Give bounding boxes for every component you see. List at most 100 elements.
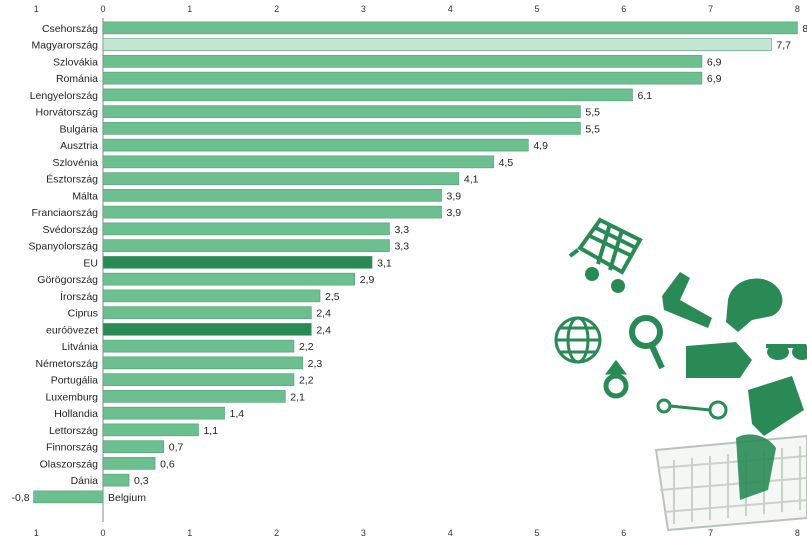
value-label: 3,1 — [377, 257, 392, 269]
value-label: 6,1 — [637, 90, 652, 102]
category-label: Málta — [72, 190, 98, 202]
bar — [102, 473, 130, 487]
globe-icon — [554, 316, 602, 364]
category-label: Szlovákia — [53, 56, 98, 68]
value-label: 8,0 — [802, 23, 807, 35]
x-tick-label-bottom: 8 — [795, 528, 800, 538]
bar — [102, 406, 225, 420]
bar — [102, 323, 312, 336]
category-label: Írország — [60, 290, 98, 303]
bar — [102, 21, 798, 35]
value-label: 7,7 — [776, 40, 791, 52]
bar — [102, 71, 703, 85]
value-label: 4,5 — [499, 157, 514, 169]
bar — [102, 239, 390, 252]
bar — [102, 339, 295, 353]
value-label: -0,8 — [11, 492, 29, 504]
x-axis-top: 1 0 1 2 3 4 5 6 7 8 — [34, 4, 800, 14]
value-label: 2,2 — [299, 375, 314, 387]
value-label: 2,4 — [316, 308, 331, 320]
watch-icon — [656, 398, 728, 420]
shopping-basket-icon — [654, 434, 807, 532]
bag-icon — [748, 376, 804, 436]
shopping-illustration — [554, 217, 807, 532]
category-label: Hollandia — [54, 408, 98, 420]
hat-icon — [726, 278, 783, 332]
glasses-icon — [766, 344, 807, 360]
value-label: 3,3 — [394, 241, 409, 253]
shopping-cart-icon — [568, 217, 643, 293]
category-label: EU — [83, 257, 98, 269]
value-label: 2,3 — [308, 358, 323, 370]
x-tick-label-bottom: 5 — [534, 528, 539, 538]
bar — [102, 172, 460, 185]
x-tick-label-top: 2 — [274, 4, 279, 14]
x-tick-label-bottom: 1 — [187, 528, 192, 538]
bar — [33, 490, 104, 504]
x-tick-label-bottom: 4 — [448, 528, 453, 538]
x-axis-bottom: 1 0 1 2 3 4 5 6 7 8 — [34, 528, 800, 538]
value-label: 2,1 — [290, 391, 305, 403]
x-tick-label-bottom: 0 — [100, 528, 105, 538]
category-label: Ausztria — [60, 140, 98, 152]
bar — [102, 440, 165, 453]
bar — [102, 256, 373, 269]
bar — [102, 155, 494, 169]
x-tick-label-top: 7 — [708, 4, 713, 14]
category-label: Magyarország — [31, 40, 98, 52]
bar — [102, 289, 321, 303]
bar — [102, 205, 442, 219]
value-label: 0,3 — [134, 475, 149, 487]
bar — [102, 272, 356, 286]
x-tick-label-bottom: 6 — [621, 528, 626, 538]
category-label: Lettország — [49, 425, 98, 437]
value-label: 1,4 — [230, 408, 245, 420]
x-tick-label-bottom: 7 — [708, 528, 713, 538]
x-tick-label-top: 8 — [795, 4, 800, 14]
category-label: Románia — [56, 73, 98, 85]
value-label: 6,9 — [707, 56, 722, 68]
magnifier-icon — [629, 315, 665, 370]
category-label: Görögország — [37, 274, 98, 286]
bars-group: Csehország 8,0 Magyarország 7,7 Szlovákia 6,9… — [11, 21, 807, 504]
category-label: Belgium — [108, 492, 146, 504]
category-label: Portugália — [51, 375, 98, 387]
category-label: Spanyolország — [29, 241, 99, 253]
value-label: 0,6 — [160, 458, 175, 470]
bar — [102, 105, 581, 118]
category-label: Szlovénia — [52, 157, 98, 169]
high-heel-shoe-icon — [662, 272, 712, 328]
category-label: Litvánia — [62, 341, 98, 353]
category-label: Dánia — [71, 475, 99, 487]
bar — [102, 189, 442, 202]
value-label: 0,7 — [169, 442, 184, 454]
category-label: Luxemburg — [45, 391, 98, 403]
bar — [102, 138, 529, 152]
bar — [102, 38, 772, 51]
category-label: Ciprus — [68, 308, 98, 320]
bar — [102, 423, 199, 437]
x-tick-label-top: 3 — [361, 4, 366, 14]
bar — [102, 356, 303, 370]
value-label: 4,9 — [533, 140, 548, 152]
x-tick-label-top: 1 — [34, 4, 39, 14]
value-label: 2,5 — [325, 291, 340, 303]
value-label: 6,9 — [707, 73, 722, 85]
category-label: Svédország — [43, 224, 99, 236]
x-tick-label-top: 5 — [534, 4, 539, 14]
category-label: Észtország — [46, 173, 98, 186]
value-label: 3,9 — [447, 190, 462, 202]
bar — [102, 122, 581, 135]
value-label: 2,9 — [360, 274, 375, 286]
value-label: 5,5 — [585, 123, 600, 135]
x-tick-label-top: 4 — [448, 4, 453, 14]
x-tick-label-bottom: 1 — [34, 528, 39, 538]
category-label: Finnország — [46, 442, 98, 454]
value-label: 4,1 — [464, 174, 479, 186]
category-label: Németország — [36, 358, 99, 370]
bar — [102, 390, 286, 403]
value-label: 3,9 — [447, 207, 462, 219]
category-label: Bulgária — [59, 123, 98, 135]
price-tag-icon — [686, 342, 752, 378]
